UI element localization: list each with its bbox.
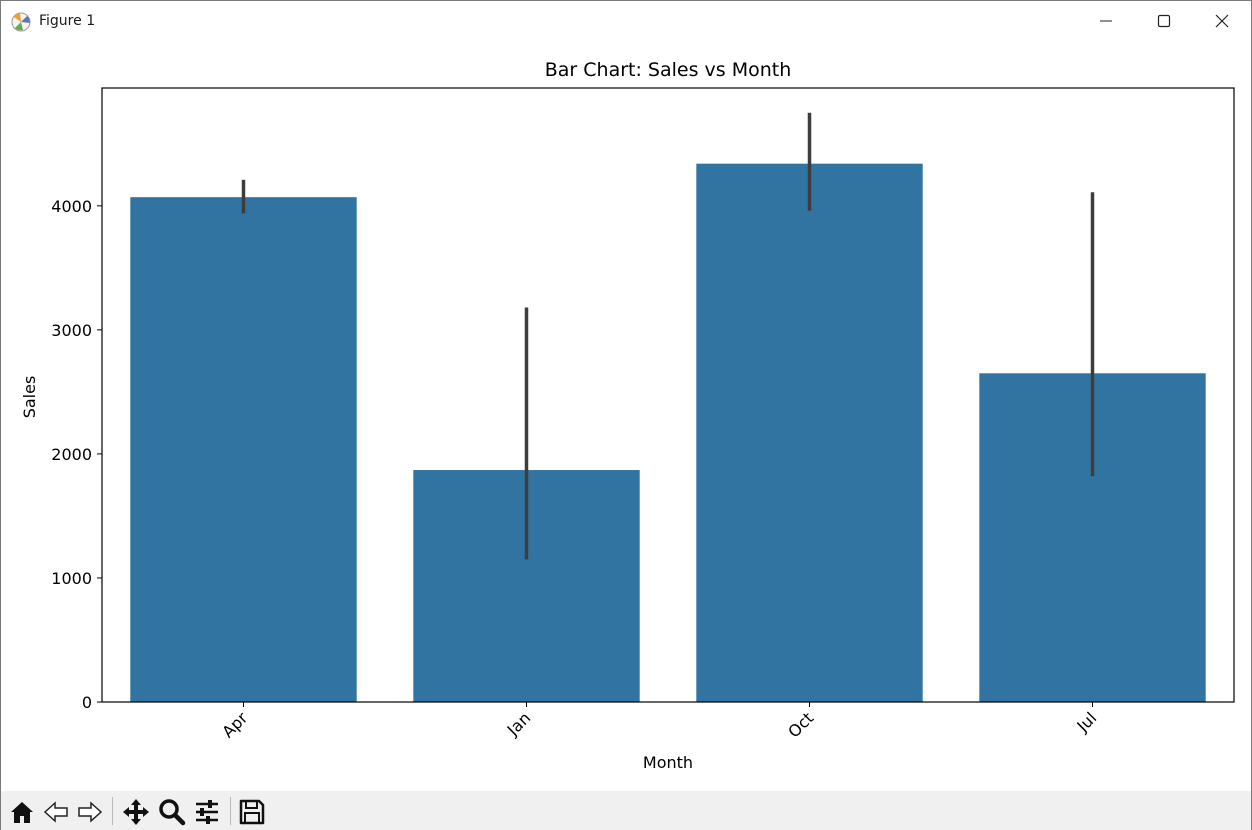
y-tick-label: 2000	[51, 445, 92, 464]
bar-chart: Bar Chart: Sales vs Month 0 1000 2000 3000 4…	[20, 59, 1235, 772]
y-tick-label: 1000	[51, 569, 92, 588]
pan-icon	[123, 799, 149, 825]
window-title: Figure 1	[39, 13, 96, 29]
forward-button[interactable]	[75, 797, 105, 827]
y-tick-label: 0	[82, 693, 92, 712]
forward-icon	[78, 801, 103, 823]
x-tick-label: Jul	[1073, 708, 1101, 736]
configure-subplots-icon	[196, 800, 218, 824]
save-button[interactable]	[237, 797, 267, 827]
home-button[interactable]	[7, 797, 37, 827]
maximize-icon	[1157, 14, 1171, 28]
matplotlib-logo-icon	[11, 12, 31, 32]
title-bar[interactable]: Figure 1	[1, 1, 1251, 41]
bar-apr	[130, 197, 357, 702]
bar-oct	[696, 163, 923, 702]
pan-button[interactable]	[121, 797, 151, 827]
errorbars-layer	[241, 112, 1095, 560]
back-icon	[43, 801, 68, 823]
back-button[interactable]	[41, 797, 71, 827]
y-tick-label: 4000	[51, 197, 92, 216]
zoom-icon	[159, 799, 186, 826]
figure-canvas[interactable]: Bar Chart: Sales vs Month 0 1000 2000 3000 4…	[1, 41, 1251, 791]
chart-title: Bar Chart: Sales vs Month	[545, 59, 792, 81]
navigation-toolbar	[1, 791, 1251, 830]
x-axis-label: Month	[643, 753, 693, 772]
minimize-icon	[1100, 20, 1112, 22]
x-tick-label: Jan	[503, 708, 535, 740]
zoom-button[interactable]	[157, 797, 187, 827]
save-icon	[239, 799, 265, 825]
y-tick-label: 3000	[51, 321, 92, 340]
x-axis-ticks: Apr Jan Oct Jul	[218, 702, 1100, 741]
y-axis-label: Sales	[20, 376, 39, 419]
home-icon	[11, 802, 33, 823]
close-icon	[1215, 14, 1229, 28]
maximize-button[interactable]	[1135, 1, 1193, 41]
toolbar-separator	[230, 797, 231, 825]
close-button[interactable]	[1193, 1, 1251, 41]
toolbar-separator	[112, 797, 113, 825]
configure-subplots-button[interactable]	[192, 797, 222, 827]
minimize-button[interactable]	[1077, 1, 1135, 41]
bars-layer	[130, 163, 1206, 702]
y-axis-ticks: 0 1000 2000 3000 4000	[51, 197, 102, 712]
axes-frame	[101, 87, 1235, 703]
x-tick-label: Apr	[218, 708, 251, 741]
x-tick-label: Oct	[784, 708, 817, 741]
